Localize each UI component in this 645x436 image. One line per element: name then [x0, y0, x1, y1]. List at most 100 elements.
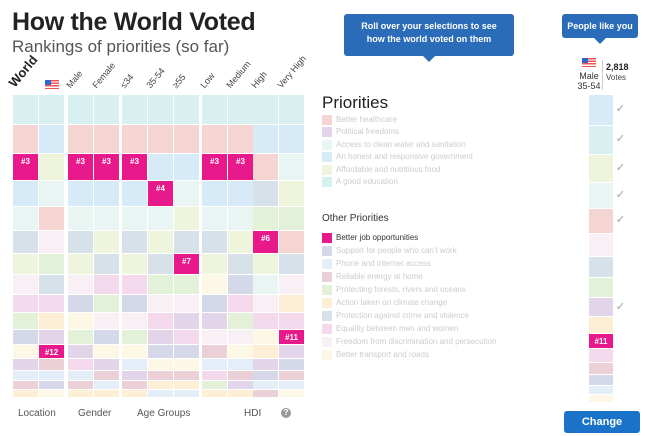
ranking-segment[interactable]	[589, 386, 613, 396]
ranking-segment[interactable]	[253, 181, 278, 208]
ranking-segment[interactable]	[148, 329, 173, 345]
ranking-segment[interactable]	[228, 329, 253, 345]
ranking-segment[interactable]	[589, 316, 613, 334]
ranking-segment[interactable]	[253, 390, 278, 398]
ranking-segment[interactable]: ✓	[589, 298, 625, 317]
ranking-segment[interactable]	[94, 125, 119, 155]
ranking-segment[interactable]	[279, 294, 304, 314]
ranking-segment[interactable]	[13, 95, 38, 126]
ranking-segment[interactable]	[122, 181, 147, 208]
ranking-segment[interactable]	[174, 154, 199, 182]
ranking-segment[interactable]	[228, 313, 253, 330]
ranking-segment[interactable]	[228, 370, 253, 382]
ranking-segment[interactable]	[253, 329, 278, 345]
ranking-segment[interactable]	[228, 358, 253, 371]
legend-item[interactable]: Better transport and roads	[322, 350, 429, 361]
ranking-segment[interactable]	[202, 294, 227, 314]
ranking-segment[interactable]	[174, 231, 199, 255]
ranking-segment[interactable]	[228, 125, 253, 155]
ranking-column[interactable]: #3	[202, 95, 227, 398]
ranking-segment[interactable]	[39, 390, 64, 398]
ranking-segment[interactable]	[94, 358, 119, 371]
ranking-segment[interactable]	[228, 344, 253, 359]
ranking-segment[interactable]	[279, 95, 304, 126]
ranking-segment[interactable]	[39, 313, 64, 330]
ranking-segment[interactable]	[68, 344, 93, 359]
ranking-segment[interactable]	[228, 381, 253, 391]
ranking-segment[interactable]	[122, 95, 147, 126]
ranking-segment[interactable]	[253, 254, 278, 276]
ranking-segment[interactable]	[228, 231, 253, 255]
ranking-segment[interactable]	[228, 275, 253, 295]
ranking-segment[interactable]	[279, 231, 304, 255]
ranking-segment[interactable]: ✓	[589, 208, 625, 234]
ranking-column[interactable]: #3	[13, 95, 38, 398]
ranking-segment[interactable]	[13, 381, 38, 391]
ranking-segment[interactable]	[94, 254, 119, 276]
ranking-column[interactable]: #6	[253, 95, 278, 398]
highlighted-rank-segment[interactable]: #11	[589, 333, 613, 350]
highlighted-rank-segment[interactable]: #3	[13, 154, 38, 182]
ranking-segment[interactable]	[202, 231, 227, 255]
ranking-column[interactable]: #7	[174, 95, 199, 398]
ranking-segment[interactable]: ✓	[589, 95, 625, 126]
ranking-segment[interactable]	[148, 95, 173, 126]
ranking-segment[interactable]	[94, 294, 119, 314]
highlighted-rank-segment[interactable]: #3	[94, 154, 119, 182]
legend-item[interactable]: Protection against crime and violence	[322, 311, 469, 322]
ranking-column[interactable]: #4	[148, 95, 173, 398]
legend-item[interactable]: Access to clean water and sanitation	[322, 139, 466, 151]
ranking-segment[interactable]	[174, 313, 199, 330]
ranking-segment[interactable]	[279, 358, 304, 371]
ranking-segment[interactable]	[68, 181, 93, 208]
ranking-segment[interactable]	[122, 381, 147, 391]
ranking-segment[interactable]	[228, 181, 253, 208]
ranking-segment[interactable]	[253, 125, 278, 155]
ranking-segment[interactable]	[94, 275, 119, 295]
ranking-segment[interactable]	[13, 181, 38, 208]
ranking-segment[interactable]	[39, 329, 64, 345]
ranking-segment[interactable]	[202, 313, 227, 330]
ranking-segment[interactable]	[253, 344, 278, 359]
ranking-segment[interactable]	[68, 358, 93, 371]
legend-item[interactable]: Better healthcare	[322, 115, 397, 126]
ranking-segment[interactable]	[13, 254, 38, 276]
ranking-segment[interactable]	[148, 125, 173, 155]
ranking-segment[interactable]	[122, 370, 147, 382]
change-button[interactable]: Change	[564, 411, 640, 433]
ranking-segment[interactable]	[122, 294, 147, 314]
ranking-segment[interactable]	[39, 254, 64, 276]
ranking-segment[interactable]	[13, 294, 38, 314]
legend-item[interactable]: Support for people who can't work	[322, 246, 457, 257]
ranking-segment[interactable]	[228, 95, 253, 126]
ranking-segment[interactable]	[94, 95, 119, 126]
ranking-segment[interactable]	[202, 181, 227, 208]
ranking-segment[interactable]	[13, 358, 38, 371]
ranking-segment[interactable]	[94, 329, 119, 345]
ranking-segment[interactable]	[202, 381, 227, 391]
ranking-segment[interactable]	[279, 275, 304, 295]
ranking-segment[interactable]	[589, 362, 613, 376]
ranking-segment[interactable]: ✓	[589, 182, 625, 209]
ranking-segment[interactable]	[13, 275, 38, 295]
legend-item[interactable]: Action taken on climate change	[322, 298, 447, 309]
ranking-segment[interactable]	[13, 231, 38, 255]
ranking-segment[interactable]	[68, 370, 93, 382]
ranking-segment[interactable]	[68, 294, 93, 314]
ranking-segment[interactable]	[122, 231, 147, 255]
ranking-segment[interactable]	[68, 313, 93, 330]
ranking-segment[interactable]	[174, 207, 199, 232]
ranking-segment[interactable]	[202, 344, 227, 359]
ranking-segment[interactable]	[148, 390, 173, 398]
ranking-segment[interactable]	[39, 181, 64, 208]
ranking-segment[interactable]	[202, 254, 227, 276]
ranking-segment[interactable]	[148, 294, 173, 314]
ranking-segment[interactable]	[13, 370, 38, 382]
ranking-segment[interactable]	[13, 125, 38, 155]
highlighted-rank-segment[interactable]: #6	[253, 231, 278, 255]
ranking-segment[interactable]: ✓	[589, 125, 625, 156]
ranking-segment[interactable]	[94, 390, 119, 398]
ranking-segment[interactable]	[122, 358, 147, 371]
ranking-segment[interactable]	[589, 233, 613, 257]
legend-item[interactable]: Affordable and nutritious food	[322, 164, 440, 176]
